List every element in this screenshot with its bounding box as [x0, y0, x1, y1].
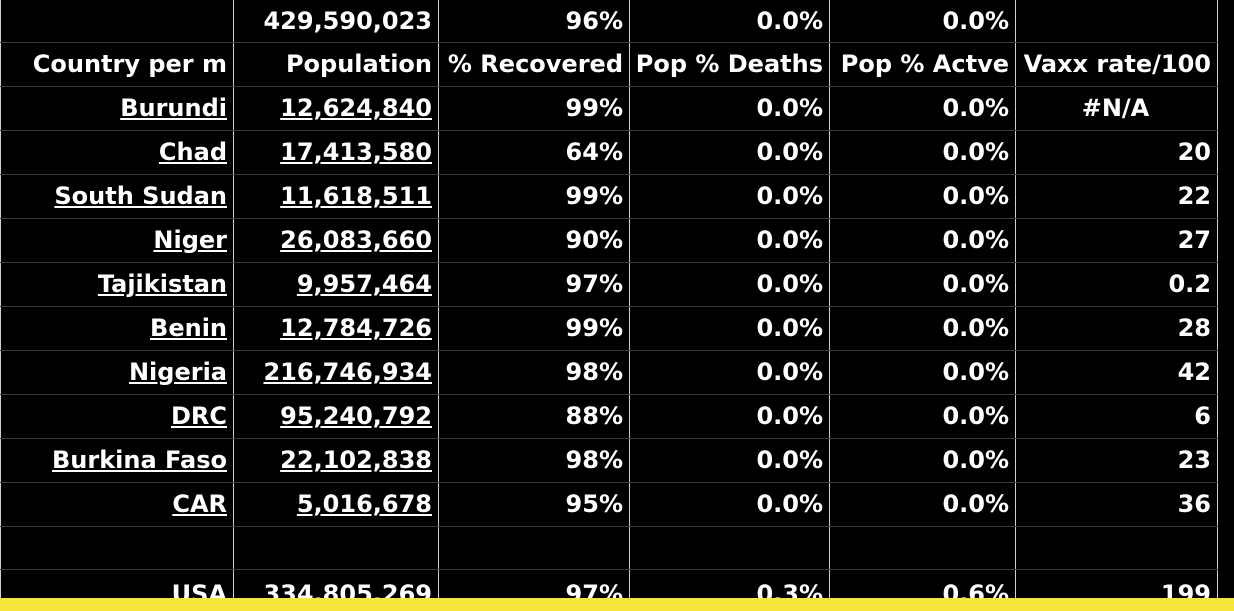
table-cell: 97%: [438, 262, 630, 307]
table-row: Niger 26,083,660 90% 0.0% 0.0% 27: [0, 218, 1218, 263]
table-cell: 0.0%: [629, 130, 830, 175]
table-cell: 99%: [438, 174, 630, 219]
country-link[interactable]: Burkina Faso: [0, 438, 234, 483]
yellow-accent-bar: [0, 598, 1234, 611]
table-cell: 28: [1015, 306, 1218, 351]
table-cell: 0.0%: [629, 174, 830, 219]
table-cell: 0.0%: [829, 438, 1016, 483]
table-cell: 99%: [438, 86, 630, 131]
empty-cell: [1015, 526, 1218, 570]
table-cell: 0.0%: [629, 482, 830, 527]
summary-row: 429,590,023 96% 0.0% 0.0%: [0, 0, 1218, 43]
column-header: Vaxx rate/100: [1015, 42, 1218, 87]
empty-cell: [438, 526, 630, 570]
population-link[interactable]: 95,240,792: [233, 394, 439, 439]
column-header: Country per m: [0, 42, 234, 87]
table-cell: 0.0%: [829, 394, 1016, 439]
population-link[interactable]: 12,784,726: [233, 306, 439, 351]
table-cell: 0.0%: [629, 86, 830, 131]
table-cell: 0.0%: [829, 130, 1016, 175]
table-cell: 64%: [438, 130, 630, 175]
table-cell: 98%: [438, 350, 630, 395]
table-row: Burundi 12,624,840 99% 0.0% 0.0% #N/A: [0, 86, 1218, 131]
table-cell: 95%: [438, 482, 630, 527]
table-row: Tajikistan 9,957,464 97% 0.0% 0.0% 0.2: [0, 262, 1218, 307]
country-link[interactable]: Niger: [0, 218, 234, 263]
population-link[interactable]: 22,102,838: [233, 438, 439, 483]
column-header: Pop % Deaths: [629, 42, 830, 87]
table-cell: 0.0%: [829, 218, 1016, 263]
column-header: Population: [233, 42, 439, 87]
table-row: Burkina Faso 22,102,838 98% 0.0% 0.0% 23: [0, 438, 1218, 483]
blank-row: [0, 526, 1218, 570]
table-cell: 88%: [438, 394, 630, 439]
population-link[interactable]: 11,618,511: [233, 174, 439, 219]
table-cell: 0.0%: [829, 262, 1016, 307]
table-cell: 42: [1015, 350, 1218, 395]
table-cell: 0.0%: [829, 350, 1016, 395]
summary-cell: [1015, 0, 1218, 43]
empty-cell: [0, 526, 234, 570]
summary-cell: 0.0%: [629, 0, 830, 43]
table-cell: 98%: [438, 438, 630, 483]
table-cell: #N/A: [1015, 86, 1218, 131]
population-link[interactable]: 26,083,660: [233, 218, 439, 263]
country-link[interactable]: South Sudan: [0, 174, 234, 219]
table-cell: 22: [1015, 174, 1218, 219]
table-cell: 27: [1015, 218, 1218, 263]
table-row: Chad 17,413,580 64% 0.0% 0.0% 20: [0, 130, 1218, 175]
table-cell: 0.0%: [629, 438, 830, 483]
table-cell: 0.0%: [829, 482, 1016, 527]
population-link[interactable]: 216,746,934: [233, 350, 439, 395]
table-cell: 0.0%: [629, 218, 830, 263]
table-cell: 0.0%: [629, 262, 830, 307]
population-link[interactable]: 12,624,840: [233, 86, 439, 131]
column-header: Pop % Actve: [829, 42, 1016, 87]
country-link[interactable]: Nigeria: [0, 350, 234, 395]
table-row: Nigeria 216,746,934 98% 0.0% 0.0% 42: [0, 350, 1218, 395]
table-cell: 36: [1015, 482, 1218, 527]
empty-cell: [829, 526, 1016, 570]
table-cell: 0.0%: [829, 86, 1016, 131]
empty-cell: [629, 526, 830, 570]
summary-cell: [0, 0, 234, 43]
summary-cell: 0.0%: [829, 0, 1016, 43]
country-link[interactable]: CAR: [0, 482, 234, 527]
table-cell: 0.0%: [629, 350, 830, 395]
header-row: Country per m Population% Recovered Pop % …: [0, 42, 1218, 87]
summary-cell: 429,590,023: [233, 0, 439, 43]
population-link[interactable]: 9,957,464: [233, 262, 439, 307]
table-cell: 0.0%: [829, 306, 1016, 351]
table-row: Benin 12,784,726 99% 0.0% 0.0% 28: [0, 306, 1218, 351]
country-link[interactable]: Benin: [0, 306, 234, 351]
table-cell: 0.0%: [829, 174, 1016, 219]
table-cell: 23: [1015, 438, 1218, 483]
table-cell: 0.0%: [629, 394, 830, 439]
country-link[interactable]: DRC: [0, 394, 234, 439]
table-row: CAR 5,016,678 95% 0.0% 0.0% 36: [0, 482, 1218, 527]
population-link[interactable]: 17,413,580: [233, 130, 439, 175]
country-link[interactable]: Chad: [0, 130, 234, 175]
country-link[interactable]: Burundi: [0, 86, 234, 131]
table-cell: 0.0%: [629, 306, 830, 351]
summary-cell: 96%: [438, 0, 630, 43]
column-header: % Recovered: [438, 42, 630, 87]
table-cell: 6: [1015, 394, 1218, 439]
table-cell: 90%: [438, 218, 630, 263]
population-link[interactable]: 5,016,678: [233, 482, 439, 527]
table-row: South Sudan 11,618,511 99% 0.0% 0.0% 22: [0, 174, 1218, 219]
table-cell: 0.2: [1015, 262, 1218, 307]
table-cell: 99%: [438, 306, 630, 351]
empty-cell: [233, 526, 439, 570]
country-link[interactable]: Tajikistan: [0, 262, 234, 307]
table-cell: 20: [1015, 130, 1218, 175]
table-row: DRC 95,240,792 88% 0.0% 0.0% 6: [0, 394, 1218, 439]
